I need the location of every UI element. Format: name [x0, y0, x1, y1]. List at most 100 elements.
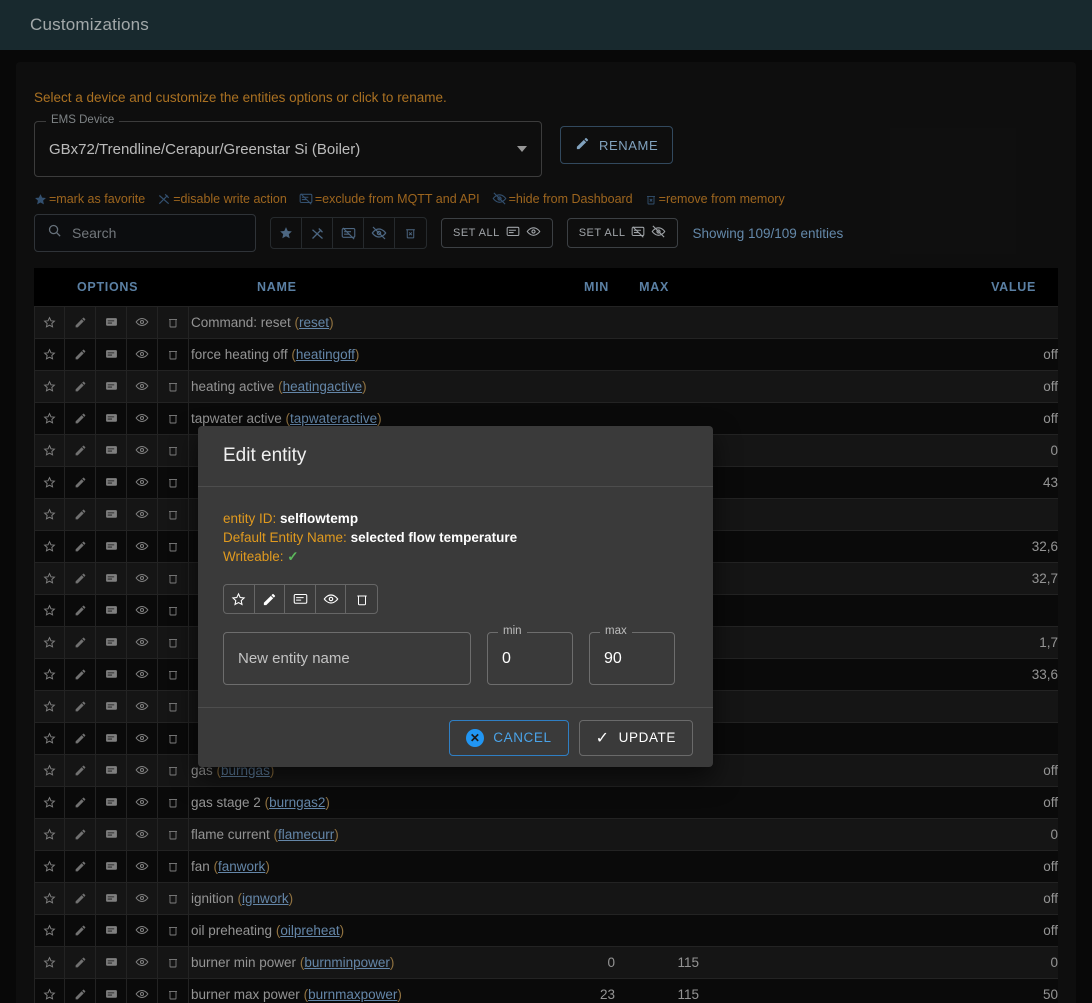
trash-icon[interactable]: [158, 754, 189, 786]
pencil-icon[interactable]: [65, 914, 96, 946]
comment-icon[interactable]: [96, 466, 127, 498]
cancel-button[interactable]: ✕ CANCEL: [449, 719, 569, 756]
entity-id-link[interactable]: heatingoff: [295, 346, 355, 362]
eye-icon[interactable]: [127, 466, 158, 498]
comment-icon[interactable]: [96, 434, 127, 466]
star-icon[interactable]: [34, 818, 65, 850]
new-entity-name-input[interactable]: New entity name: [223, 632, 471, 685]
pencil-icon[interactable]: [255, 585, 286, 613]
eye-icon[interactable]: [127, 434, 158, 466]
pencil-icon[interactable]: [65, 786, 96, 818]
table-row[interactable]: oil preheating (oilpreheat) off: [34, 913, 1058, 947]
pencil-icon[interactable]: [65, 434, 96, 466]
star-icon[interactable]: [34, 466, 65, 498]
eye-icon[interactable]: [127, 882, 158, 914]
table-row[interactable]: Command: reset (reset): [34, 305, 1058, 339]
pencil-icon[interactable]: [65, 466, 96, 498]
star-icon[interactable]: [34, 850, 65, 882]
star-icon[interactable]: [34, 434, 65, 466]
eye-icon[interactable]: [127, 658, 158, 690]
entity-id-link[interactable]: fanwork: [218, 858, 266, 874]
pencil-icon[interactable]: [65, 306, 96, 338]
no-write-icon[interactable]: [302, 218, 333, 249]
table-row[interactable]: flame current (flamecurr) 0: [34, 817, 1058, 851]
star-icon[interactable]: [34, 370, 65, 402]
table-row[interactable]: burner max power (burnmaxpower) 23 115 50: [34, 977, 1058, 1003]
pencil-icon[interactable]: [65, 690, 96, 722]
comment-icon[interactable]: [96, 754, 127, 786]
star-icon[interactable]: [34, 306, 65, 338]
set-all-exclude-button[interactable]: SET ALL: [566, 218, 679, 249]
trash-icon[interactable]: [158, 434, 189, 466]
pencil-icon[interactable]: [65, 498, 96, 530]
trash-icon[interactable]: [158, 850, 189, 882]
star-icon[interactable]: [34, 498, 65, 530]
table-row[interactable]: heating active (heatingactive) off: [34, 369, 1058, 403]
eye-icon[interactable]: [127, 978, 158, 1003]
pencil-icon[interactable]: [65, 562, 96, 594]
pencil-icon[interactable]: [65, 658, 96, 690]
trash-icon[interactable]: [158, 498, 189, 530]
pencil-icon[interactable]: [65, 882, 96, 914]
star-icon[interactable]: [34, 786, 65, 818]
eye-icon[interactable]: [127, 626, 158, 658]
eye-off-icon[interactable]: [364, 218, 395, 249]
comment-icon[interactable]: [96, 850, 127, 882]
comment-icon[interactable]: [96, 402, 127, 434]
table-row[interactable]: burner min power (burnminpower) 0 115 0: [34, 945, 1058, 979]
star-icon[interactable]: [34, 530, 65, 562]
eye-icon[interactable]: [127, 530, 158, 562]
table-row[interactable]: fan (fanwork) off: [34, 849, 1058, 883]
entity-id-link[interactable]: heatingactive: [282, 378, 363, 394]
eye-icon[interactable]: [127, 594, 158, 626]
ems-device-select[interactable]: EMS Device GBx72/Trendline/Cerapur/Green…: [34, 114, 542, 177]
update-button[interactable]: ✓ UPDATE: [578, 719, 693, 756]
star-icon[interactable]: [224, 585, 255, 613]
star-icon[interactable]: [34, 626, 65, 658]
eye-icon[interactable]: [127, 498, 158, 530]
comment-icon[interactable]: [96, 306, 127, 338]
pencil-icon[interactable]: [65, 754, 96, 786]
entity-id-link[interactable]: oilpreheat: [280, 922, 340, 938]
eye-icon[interactable]: [127, 754, 158, 786]
star-icon[interactable]: [34, 658, 65, 690]
comment-icon[interactable]: [285, 585, 316, 613]
star-icon[interactable]: [34, 562, 65, 594]
comment-icon[interactable]: [96, 722, 127, 754]
star-icon[interactable]: [34, 978, 65, 1003]
trash-x-icon[interactable]: [395, 218, 426, 248]
entity-id-link[interactable]: burngas2: [269, 794, 326, 810]
trash-icon[interactable]: [158, 402, 189, 434]
entity-id-link[interactable]: burnminpower: [304, 954, 390, 970]
eye-icon[interactable]: [127, 306, 158, 338]
comment-off-icon[interactable]: [333, 218, 364, 249]
star-icon[interactable]: [34, 402, 65, 434]
star-icon[interactable]: [34, 690, 65, 722]
min-input[interactable]: min 0: [487, 625, 573, 685]
pencil-icon[interactable]: [65, 722, 96, 754]
entity-id-link[interactable]: burnmaxpower: [308, 986, 398, 1002]
entity-id-link[interactable]: flamecurr: [278, 826, 335, 842]
comment-icon[interactable]: [96, 594, 127, 626]
comment-icon[interactable]: [96, 978, 127, 1003]
comment-icon[interactable]: [96, 626, 127, 658]
comment-icon[interactable]: [96, 690, 127, 722]
trash-icon[interactable]: [158, 658, 189, 690]
column-header-name[interactable]: NAME: [191, 268, 531, 307]
comment-icon[interactable]: [96, 818, 127, 850]
pencil-icon[interactable]: [65, 626, 96, 658]
entity-id-link[interactable]: ignwork: [242, 890, 289, 906]
trash-icon[interactable]: [158, 946, 189, 978]
rename-button[interactable]: RENAME: [560, 126, 674, 164]
trash-icon[interactable]: [158, 722, 189, 754]
star-icon[interactable]: [34, 722, 65, 754]
trash-icon[interactable]: [158, 978, 189, 1003]
comment-icon[interactable]: [96, 530, 127, 562]
trash-icon[interactable]: [158, 306, 189, 338]
eye-icon[interactable]: [316, 585, 347, 613]
comment-icon[interactable]: [96, 498, 127, 530]
comment-icon[interactable]: [96, 786, 127, 818]
pencil-icon[interactable]: [65, 818, 96, 850]
trash-icon[interactable]: [158, 562, 189, 594]
eye-icon[interactable]: [127, 818, 158, 850]
